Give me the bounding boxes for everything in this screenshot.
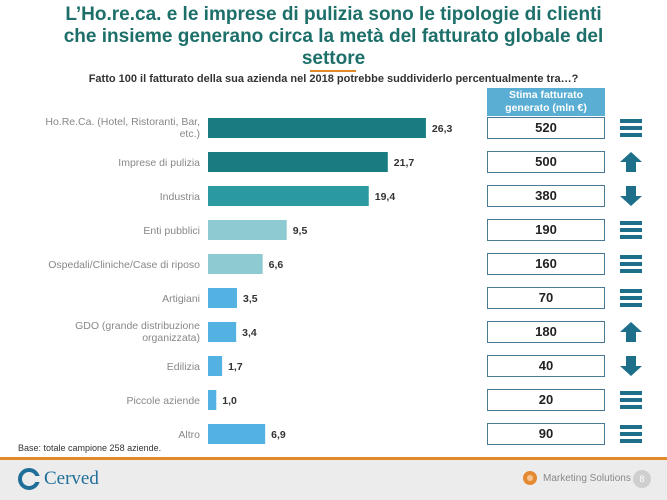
estimate-box-5: 160 (487, 253, 605, 275)
footer (0, 460, 667, 500)
bar-4 (208, 220, 287, 240)
cerved-logo: Cerved (18, 468, 99, 490)
bar-chart: 26,3 Ho.Re.Ca. (Hotel, Ristoranti, Bar, et… (45, 116, 453, 444)
title-line-3: settore (301, 48, 366, 69)
category-label-10: Altro (178, 429, 200, 441)
value-label-10: 6,9 (271, 429, 286, 441)
value-label-9: 1,0 (222, 395, 237, 407)
bar-8 (208, 356, 223, 376)
bar-9 (208, 390, 217, 410)
title-line-2: che insieme generano circa la metà del f… (63, 26, 604, 47)
page-number: 8 (633, 470, 651, 488)
title-line-1: L’Ho.re.ca. e le imprese di pulizia sono… (65, 4, 602, 25)
cerved-wordmark: Cerved (44, 468, 99, 489)
up-arrow-icon (620, 322, 642, 342)
value-label-8: 1,7 (228, 361, 243, 373)
category-label-5: Ospedali/Cliniche/Case di riposo (48, 259, 200, 271)
bar-6 (208, 288, 237, 308)
stable-icon (620, 221, 642, 239)
down-arrow-icon (620, 186, 642, 206)
up-arrow-icon (620, 152, 642, 172)
bar-5 (208, 254, 263, 274)
estimate-box-6: 70 (487, 287, 605, 309)
stable-icon (620, 425, 642, 443)
estimate-box-1: 520 (487, 117, 605, 139)
value-label-6: 3,5 (243, 293, 258, 305)
value-label-4: 9,5 (293, 225, 308, 237)
bar-7 (208, 322, 237, 342)
base-note: Base: totale campione 258 aziende. (18, 443, 162, 453)
cerved-logo-icon (18, 468, 40, 490)
value-label-7: 3,4 (242, 327, 257, 339)
category-label-7: GDO (grande distribuzione organizzata) (75, 320, 200, 344)
down-arrow-icon (620, 356, 642, 376)
estimate-box-8: 40 (487, 355, 605, 377)
marketing-solutions-label: Marketing Solutions (543, 472, 631, 484)
category-label-6: Artigiani (162, 293, 200, 305)
category-label-1: Ho.Re.Ca. (Hotel, Ristoranti, Bar, etc.) (45, 116, 200, 140)
estimate-box-3: 380 (487, 185, 605, 207)
category-label-2: Imprese di pulizia (118, 157, 200, 169)
category-label-4: Enti pubblici (143, 225, 200, 237)
value-label-2: 21,7 (394, 157, 415, 169)
estimate-box-4: 190 (487, 219, 605, 241)
footer-divider (0, 457, 667, 460)
bar-2 (208, 152, 388, 172)
survey-question: Fatto 100 il fatturato della sua azienda… (88, 73, 579, 85)
title-underline (310, 70, 356, 72)
marketing-solutions-logo: Marketing Solutions (522, 470, 631, 486)
value-label-5: 6,6 (269, 259, 284, 271)
bar-10 (208, 424, 266, 444)
value-label-1: 26,3 (432, 123, 453, 135)
category-label-8: Edilizia (167, 361, 200, 373)
category-label-9: Piccole aziende (126, 395, 200, 407)
stable-icon (620, 391, 642, 409)
bar-3 (208, 186, 369, 206)
estimate-box-9: 20 (487, 389, 605, 411)
estimate-column-header: Stima fatturato generato (mln €) (487, 88, 605, 116)
bar-1 (208, 118, 426, 138)
stable-icon (620, 119, 642, 137)
value-label-3: 19,4 (375, 191, 396, 203)
marketing-solutions-icon (523, 471, 537, 485)
estimate-box-10: 90 (487, 423, 605, 445)
stable-icon (620, 289, 642, 307)
stable-icon (620, 255, 642, 273)
estimate-box-2: 500 (487, 151, 605, 173)
category-label-3: Industria (160, 191, 200, 203)
slide-title: L’Ho.re.ca. e le imprese di pulizia sono… (0, 4, 667, 70)
estimate-box-7: 180 (487, 321, 605, 343)
